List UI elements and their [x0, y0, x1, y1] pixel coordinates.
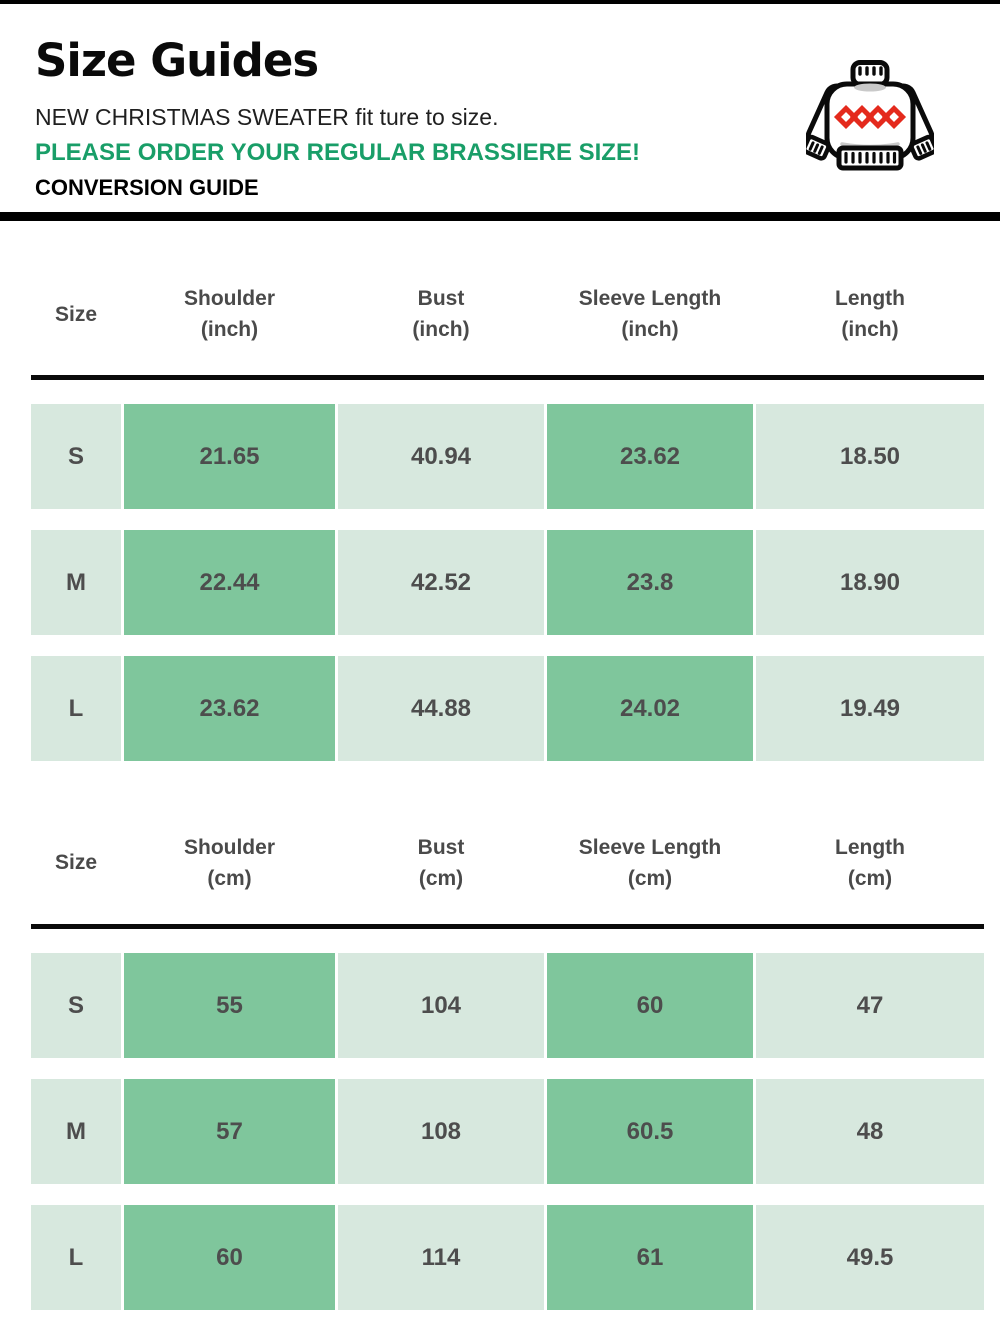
table-header-rule: [31, 375, 984, 381]
column-header-bust: Bust (cm): [417, 836, 465, 890]
size-table-cm: Size Shoulder (cm) Bust (cm) Sleeve Length…: [31, 761, 984, 1311]
value-cell-shoulder: 55: [124, 953, 335, 1059]
subtitle-text: NEW CHRISTMAS SWEATER fit ture to size.: [35, 104, 499, 130]
value-cell-shoulder: 23.62: [124, 656, 335, 762]
value-cell-shoulder: 21.65: [124, 404, 335, 510]
header-divider: [0, 212, 1000, 222]
conversion-guide-label: CONVERSION GUIDE: [35, 175, 259, 201]
value-cell-sleeve-length: 61: [547, 1205, 753, 1311]
column-header-size: Size: [54, 302, 98, 326]
value-cell-length: 48: [756, 1079, 984, 1185]
table-body: S 55 104 60 47 M 57 108 60.5 48 L 60 114…: [31, 953, 984, 1311]
value-cell-length: 19.49: [756, 656, 984, 762]
value-cell-shoulder: 22.44: [124, 530, 335, 636]
table-header-row: Size Shoulder (inch) Bust (inch) Sleeve Le…: [31, 221, 984, 345]
value-cell-bust: 44.88: [338, 656, 544, 762]
column-header-shoulder: Shoulder (inch): [183, 287, 275, 341]
table-body: S 21.65 40.94 23.62 18.50 M 22.44 42.52 …: [31, 404, 984, 762]
column-header-size: Size: [54, 851, 98, 875]
size-table-inch: Size Shoulder (inch) Bust (inch) Sleeve Le…: [31, 221, 984, 762]
value-cell-shoulder: 60: [124, 1205, 335, 1311]
value-cell-length: 18.90: [756, 530, 984, 636]
value-cell-sleeve-length: 23.62: [547, 404, 753, 510]
value-cell-length: 47: [756, 953, 984, 1059]
value-cell-bust: 104: [338, 953, 544, 1059]
value-cell-bust: 42.52: [338, 530, 544, 636]
table-header-row: Size Shoulder (cm) Bust (cm) Sleeve Length…: [31, 761, 984, 894]
column-header-sleeve-length: Sleeve Length (inch): [578, 287, 722, 341]
value-cell-bust: 40.94: [338, 404, 544, 510]
column-header-bust: Bust (inch): [412, 287, 470, 341]
column-header-length: Length (inch): [835, 287, 905, 341]
size-cell: S: [31, 953, 121, 1059]
value-cell-sleeve-length: 24.02: [547, 656, 753, 762]
size-cell: S: [31, 404, 121, 510]
column-header-sleeve-length: Sleeve Length (cm): [578, 836, 722, 890]
christmas-sweater-icon: [801, 60, 939, 174]
page-title: Size Guides: [35, 34, 319, 87]
size-cell: L: [31, 656, 121, 762]
top-border-strip: [0, 0, 1000, 4]
size-cell: L: [31, 1205, 121, 1311]
column-header-shoulder: Shoulder (cm): [183, 836, 275, 890]
value-cell-sleeve-length: 60: [547, 953, 753, 1059]
value-cell-sleeve-length: 23.8: [547, 530, 753, 636]
column-header-length: Length (cm): [835, 836, 905, 890]
value-cell-bust: 114: [338, 1205, 544, 1311]
size-tables: Size Shoulder (inch) Bust (inch) Sleeve Le…: [31, 221, 984, 1311]
value-cell-sleeve-length: 60.5: [547, 1079, 753, 1185]
order-notice-text: PLEASE ORDER YOUR REGULAR BRASSIERE SIZE…: [35, 139, 640, 167]
table-header-rule: [31, 924, 984, 930]
size-cell: M: [31, 1079, 121, 1185]
value-cell-length: 18.50: [756, 404, 984, 510]
size-cell: M: [31, 530, 121, 636]
value-cell-shoulder: 57: [124, 1079, 335, 1185]
header: Size Guides NEW CHRISTMAS SWEATER fit tu…: [0, 4, 1000, 200]
value-cell-bust: 108: [338, 1079, 544, 1185]
value-cell-length: 49.5: [756, 1205, 984, 1311]
